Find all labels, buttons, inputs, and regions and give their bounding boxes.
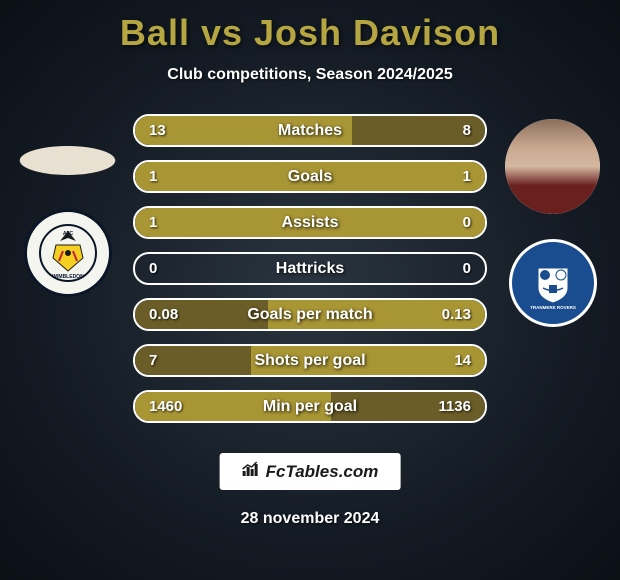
stat-value-right: 14	[454, 352, 471, 369]
right-player-column: TRANMERE ROVERS	[495, 114, 610, 423]
svg-text:TRANMERE ROVERS: TRANMERE ROVERS	[530, 305, 576, 310]
stat-value-left: 0	[149, 260, 157, 277]
stat-value-left: 1	[149, 214, 157, 231]
stat-value-left: 13	[149, 122, 166, 139]
svg-text:WIMBLEDON: WIMBLEDON	[52, 274, 84, 280]
svg-text:AFC: AFC	[62, 231, 73, 237]
stat-row: 13 8 Matches	[133, 114, 487, 147]
stat-value-left: 1460	[149, 398, 182, 415]
wimbledon-crest-icon: WIMBLEDON AFC	[38, 223, 98, 283]
club-badge-left: WIMBLEDON AFC	[24, 209, 112, 297]
stat-value-left: 7	[149, 352, 157, 369]
stats-column: 13 8 Matches 1 1 Goals 1 0 Assists 0 0 Hattricks 0.0…	[125, 114, 495, 423]
stat-label: Min per goal	[263, 398, 357, 416]
stat-value-right: 0	[463, 214, 471, 231]
stat-value-left: 0.08	[149, 306, 178, 323]
stat-label: Goals	[288, 168, 332, 186]
stat-label: Matches	[278, 122, 342, 140]
stat-value-left: 1	[149, 168, 157, 185]
player-left-avatar	[15, 146, 121, 175]
stat-fill-right	[310, 162, 485, 191]
stat-value-right: 0	[463, 260, 471, 277]
player-right-avatar	[505, 119, 600, 214]
stat-value-right: 0.13	[442, 306, 471, 323]
tranmere-crest-icon: TRANMERE ROVERS	[523, 253, 583, 313]
brand-text: FcTables.com	[266, 462, 379, 482]
stat-row: 7 14 Shots per goal	[133, 344, 487, 377]
stat-label: Goals per match	[247, 306, 372, 324]
subtitle: Club competitions, Season 2024/2025	[0, 66, 620, 84]
stat-value-right: 8	[463, 122, 471, 139]
stat-row: 0 0 Hattricks	[133, 252, 487, 285]
stat-row: 1 0 Assists	[133, 206, 487, 239]
stat-label: Assists	[282, 214, 339, 232]
stat-label: Shots per goal	[254, 352, 365, 370]
left-player-column: WIMBLEDON AFC	[10, 114, 125, 423]
stat-row: 0.08 0.13 Goals per match	[133, 298, 487, 331]
brand-badge: FcTables.com	[220, 453, 401, 490]
stat-row: 1 1 Goals	[133, 160, 487, 193]
comparison-content: WIMBLEDON AFC 13 8 Matches 1 1 Goals 1 0 Assists…	[0, 114, 620, 423]
stat-value-right: 1136	[438, 398, 471, 415]
stat-fill-left	[135, 162, 310, 191]
footer-date: 28 november 2024	[241, 510, 380, 528]
club-badge-right: TRANMERE ROVERS	[509, 239, 597, 327]
stat-label: Hattricks	[276, 260, 344, 278]
chart-icon	[242, 461, 260, 482]
page-title: Ball vs Josh Davison	[0, 0, 620, 54]
stat-value-right: 1	[463, 168, 471, 185]
stat-row: 1460 1136 Min per goal	[133, 390, 487, 423]
